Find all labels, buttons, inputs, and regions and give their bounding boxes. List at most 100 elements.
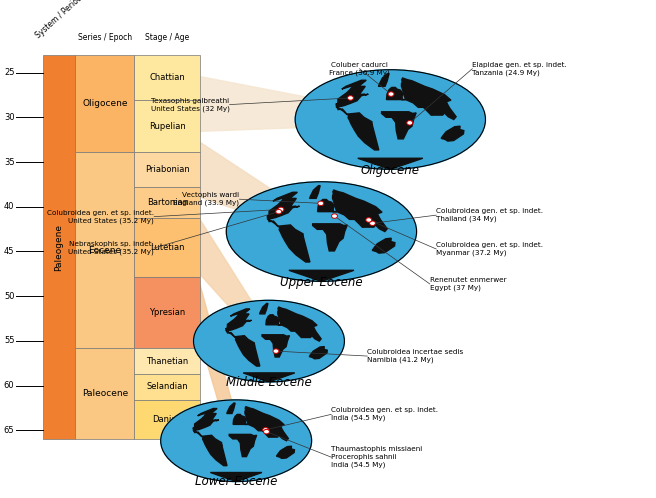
Text: Ypresian: Ypresian [149, 308, 186, 317]
Text: Coluber cadurci
France (30.9 My): Coluber cadurci France (30.9 My) [329, 62, 390, 76]
Text: Colubroidea incertae sedis
Namibia (41.2 My): Colubroidea incertae sedis Namibia (41.2… [367, 349, 464, 363]
Text: Colubroidea gen. et sp. indet.
United States (35.2 My): Colubroidea gen. et sp. indet. United St… [47, 210, 154, 224]
Text: Middle Eocene: Middle Eocene [226, 376, 312, 389]
Polygon shape [211, 473, 262, 482]
Text: Chattian: Chattian [150, 73, 185, 82]
Text: 50: 50 [4, 292, 14, 301]
Polygon shape [276, 431, 289, 441]
Circle shape [278, 207, 284, 212]
Bar [134, 276, 200, 348]
Text: 65: 65 [4, 426, 14, 435]
Text: Nebraskophis sp. indet.
United States (35.2 My): Nebraskophis sp. indet. United States (3… [68, 241, 154, 255]
Text: Colubroidea gen. et sp. indet.
Myanmar (37.2 My): Colubroidea gen. et sp. indet. Myanmar (… [436, 242, 543, 256]
Bar [134, 348, 200, 374]
Text: Bartonian: Bartonian [147, 198, 188, 207]
Polygon shape [348, 113, 379, 150]
Text: Lower Eocene: Lower Eocene [195, 475, 277, 488]
Polygon shape [441, 126, 464, 141]
Polygon shape [276, 446, 295, 459]
Polygon shape [382, 112, 416, 139]
Text: 30: 30 [4, 113, 14, 122]
Bar [43, 55, 75, 439]
Circle shape [366, 218, 372, 222]
Polygon shape [277, 307, 317, 338]
Circle shape [369, 221, 375, 226]
Polygon shape [227, 403, 235, 413]
Polygon shape [194, 408, 218, 437]
Polygon shape [243, 373, 295, 382]
Polygon shape [260, 303, 268, 314]
Polygon shape [386, 88, 403, 100]
Circle shape [273, 349, 279, 354]
Text: Upper Eocene: Upper Eocene [280, 276, 363, 289]
Text: Vectophis wardi
England (33.9 My): Vectophis wardi England (33.9 My) [173, 192, 239, 206]
Text: Elapidae gen. et sp. indet.
Tanzania (24.9 My): Elapidae gen. et sp. indet. Tanzania (24… [472, 62, 567, 76]
Bar [134, 400, 200, 439]
Polygon shape [203, 435, 227, 466]
Polygon shape [233, 414, 246, 424]
Text: 25: 25 [4, 68, 14, 77]
Text: Danian: Danian [152, 415, 182, 424]
Text: Eocene: Eocene [89, 246, 121, 254]
Text: Stage / Age: Stage / Age [145, 33, 190, 42]
Bar [75, 348, 134, 439]
Polygon shape [313, 224, 347, 251]
Polygon shape [266, 315, 279, 325]
Circle shape [264, 429, 270, 434]
Circle shape [276, 209, 281, 214]
Polygon shape [309, 347, 327, 359]
Ellipse shape [226, 182, 417, 281]
Polygon shape [371, 220, 387, 232]
Polygon shape [245, 407, 284, 437]
Ellipse shape [295, 70, 485, 169]
Bar [134, 152, 200, 187]
Text: 40: 40 [4, 202, 14, 211]
Polygon shape [229, 434, 256, 457]
Text: Thaumastophis missiaeni
Procerophis sahnii
India (54.5 My): Thaumastophis missiaeni Procerophis sahn… [331, 446, 422, 468]
Circle shape [388, 92, 394, 96]
Polygon shape [200, 220, 274, 345]
Polygon shape [333, 190, 382, 227]
Polygon shape [308, 331, 321, 341]
Text: Rupelian: Rupelian [149, 122, 186, 131]
Text: Paleocene: Paleocene [82, 389, 128, 398]
Circle shape [262, 428, 268, 432]
Polygon shape [289, 270, 354, 281]
Polygon shape [226, 309, 251, 338]
Polygon shape [355, 215, 365, 227]
Text: Series / Epoch: Series / Epoch [78, 33, 132, 42]
Polygon shape [279, 225, 310, 262]
Polygon shape [200, 285, 241, 445]
Polygon shape [337, 80, 368, 115]
Polygon shape [268, 192, 299, 227]
Polygon shape [200, 142, 328, 237]
Text: Colubroidea gen. et sp. indet.
Thailand (34 My): Colubroidea gen. et sp. indet. Thailand … [436, 208, 543, 222]
Circle shape [318, 201, 323, 206]
Circle shape [348, 96, 354, 100]
Ellipse shape [161, 400, 312, 482]
Bar [75, 152, 134, 348]
Text: Texasophis galbreathi
United States (32 My): Texasophis galbreathi United States (32 … [151, 98, 230, 112]
Text: Paleogene: Paleogene [54, 224, 64, 270]
Polygon shape [401, 78, 451, 115]
Bar [134, 55, 200, 101]
Polygon shape [262, 335, 289, 357]
Text: 45: 45 [4, 247, 14, 256]
Text: Selandian: Selandian [146, 382, 188, 391]
Text: Oligocene: Oligocene [82, 99, 128, 108]
Bar [134, 219, 200, 276]
Text: 35: 35 [4, 157, 14, 166]
Polygon shape [295, 328, 304, 338]
Polygon shape [440, 108, 456, 120]
Bar [134, 187, 200, 219]
Text: Renenutet enmerwer
Egypt (37 My): Renenutet enmerwer Egypt (37 My) [430, 277, 506, 291]
Polygon shape [318, 200, 334, 212]
Text: Oligocene: Oligocene [361, 164, 420, 177]
Polygon shape [372, 238, 395, 253]
Text: Thanetian: Thanetian [146, 357, 188, 366]
Text: 55: 55 [4, 337, 14, 346]
Polygon shape [310, 186, 320, 198]
Circle shape [407, 121, 413, 125]
Polygon shape [379, 74, 389, 86]
Bar [75, 55, 134, 152]
